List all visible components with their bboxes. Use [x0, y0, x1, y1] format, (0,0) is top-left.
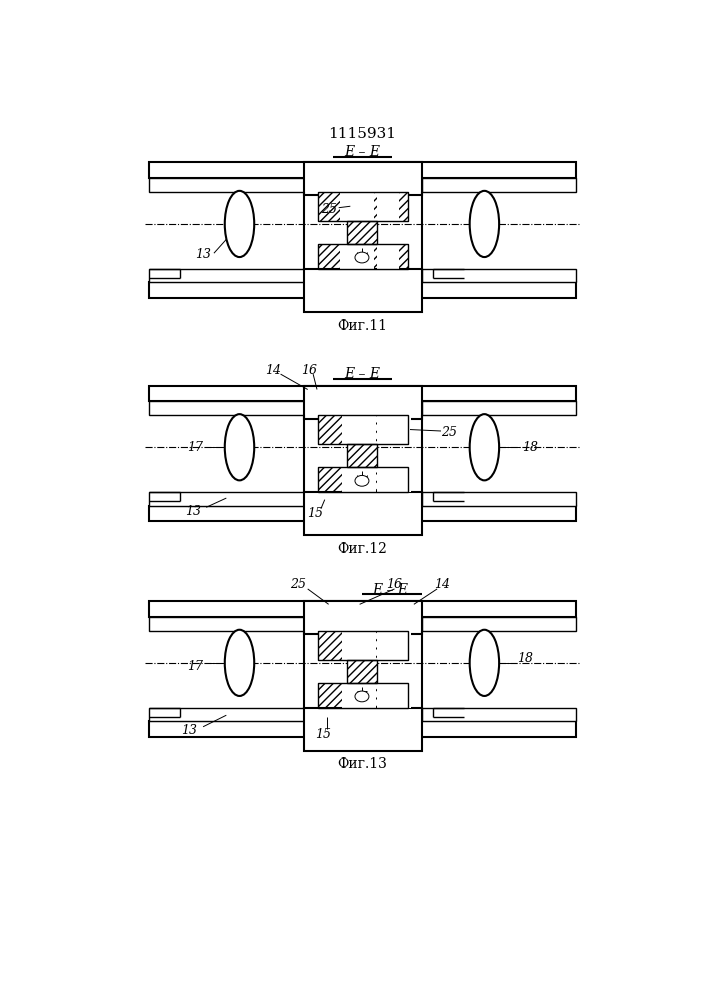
- Bar: [347, 444, 377, 467]
- Bar: [421, 492, 575, 506]
- Bar: [341, 683, 376, 708]
- Bar: [317, 467, 408, 492]
- Ellipse shape: [225, 191, 255, 257]
- Bar: [304, 386, 421, 419]
- Text: 18: 18: [522, 441, 538, 454]
- Ellipse shape: [355, 475, 369, 486]
- Text: 13: 13: [181, 724, 197, 737]
- Ellipse shape: [355, 252, 369, 263]
- Bar: [304, 162, 421, 195]
- Text: 16: 16: [301, 364, 317, 377]
- Bar: [149, 617, 304, 631]
- Bar: [304, 269, 421, 312]
- Bar: [377, 631, 411, 660]
- Bar: [149, 401, 304, 415]
- Text: E – E: E – E: [344, 367, 380, 381]
- Bar: [347, 221, 377, 244]
- Bar: [149, 269, 304, 282]
- Text: 13: 13: [195, 248, 211, 261]
- Bar: [317, 192, 408, 221]
- Bar: [421, 401, 575, 415]
- Text: Фиг.11: Фиг.11: [337, 319, 387, 333]
- Text: 18: 18: [517, 652, 532, 666]
- Bar: [421, 617, 575, 631]
- Bar: [149, 178, 304, 192]
- Text: 15: 15: [308, 507, 323, 520]
- Text: 25: 25: [442, 426, 457, 439]
- Text: 17: 17: [187, 660, 204, 673]
- Bar: [149, 721, 575, 737]
- Text: E – E: E – E: [373, 583, 409, 597]
- Bar: [304, 492, 421, 535]
- Bar: [377, 683, 411, 708]
- Bar: [377, 415, 411, 444]
- Bar: [341, 415, 376, 444]
- Text: 17: 17: [187, 441, 204, 454]
- Bar: [317, 683, 408, 708]
- Bar: [421, 269, 575, 282]
- Bar: [317, 192, 408, 221]
- Text: 25: 25: [321, 203, 337, 216]
- Bar: [421, 178, 575, 192]
- Bar: [149, 282, 575, 298]
- Text: 14: 14: [435, 578, 450, 591]
- Bar: [377, 467, 411, 492]
- Ellipse shape: [469, 414, 499, 480]
- Bar: [317, 244, 408, 269]
- Bar: [149, 162, 575, 178]
- Bar: [317, 631, 408, 660]
- Bar: [341, 631, 376, 660]
- Ellipse shape: [225, 414, 255, 480]
- Ellipse shape: [469, 630, 499, 696]
- Text: Фиг.12: Фиг.12: [337, 542, 387, 556]
- Ellipse shape: [469, 191, 499, 257]
- Bar: [149, 601, 575, 617]
- Bar: [341, 467, 376, 492]
- Bar: [347, 660, 377, 683]
- Bar: [317, 415, 408, 444]
- Bar: [317, 631, 408, 660]
- Bar: [347, 660, 377, 683]
- Text: 1115931: 1115931: [328, 127, 396, 141]
- Text: 25: 25: [290, 578, 305, 591]
- Text: Фиг.13: Фиг.13: [337, 757, 387, 771]
- Bar: [304, 708, 421, 751]
- Bar: [377, 192, 399, 221]
- Text: 14: 14: [265, 364, 281, 377]
- Text: 13: 13: [185, 505, 201, 518]
- Bar: [317, 415, 408, 444]
- Text: 15: 15: [315, 728, 331, 741]
- Bar: [317, 467, 408, 492]
- Ellipse shape: [355, 691, 369, 702]
- Bar: [149, 708, 304, 721]
- Text: E – E: E – E: [344, 145, 380, 159]
- Bar: [377, 244, 399, 269]
- Bar: [149, 492, 304, 506]
- Bar: [340, 192, 374, 221]
- Bar: [340, 244, 374, 269]
- Bar: [347, 221, 377, 244]
- Bar: [304, 601, 421, 634]
- Ellipse shape: [225, 630, 255, 696]
- Bar: [421, 708, 575, 721]
- Bar: [149, 386, 575, 401]
- Bar: [149, 506, 575, 521]
- Bar: [317, 683, 408, 708]
- Bar: [317, 244, 408, 269]
- Bar: [347, 444, 377, 467]
- Text: 16: 16: [387, 578, 402, 591]
